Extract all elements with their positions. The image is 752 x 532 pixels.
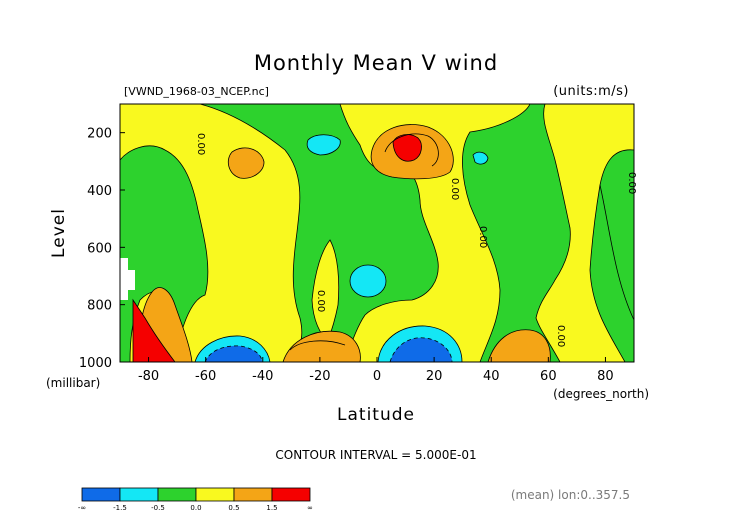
y-tick-label: 400 xyxy=(87,184,112,199)
x-tick-label: -20 xyxy=(309,369,330,384)
colorbar-swatch xyxy=(81,487,121,502)
zero-label: 0.00 xyxy=(555,325,566,347)
field-cyan-mid xyxy=(349,264,387,298)
colorbar-label: 0.0 xyxy=(190,504,201,512)
x-tick-label: 40 xyxy=(483,369,500,384)
contour-line xyxy=(289,340,346,351)
dataset-label: [VWND_1968-03_NCEP.nc] xyxy=(124,85,269,98)
contour-interval-label: CONTOUR INTERVAL = 5.000E-01 xyxy=(275,448,476,462)
field-orange-south-cell xyxy=(227,147,265,179)
colorbar-swatch xyxy=(233,487,273,502)
colorbar-label: -0.5 xyxy=(151,504,165,512)
zero-contour-labels: 0.00 0.00 0.00 0.00 0.00 0.00 xyxy=(195,133,637,347)
contour-field xyxy=(120,104,634,362)
y-tick-label: 200 xyxy=(87,127,112,142)
colorbar-swatch xyxy=(157,487,197,502)
zero-label: 0.00 xyxy=(315,290,326,312)
colorbar-label: -∞ xyxy=(78,504,86,512)
field-orange-surface-south xyxy=(282,330,361,362)
field-blue-surface-north xyxy=(389,337,453,362)
units-label: (units:m/s) xyxy=(553,84,629,99)
colorbar-label: -1.5 xyxy=(113,504,127,512)
x-tick-label: 20 xyxy=(426,369,443,384)
zero-label: 0.00 xyxy=(626,172,637,194)
y-tick-label: 600 xyxy=(87,241,112,256)
zero-label: 0.00 xyxy=(195,133,206,155)
field-missing-data xyxy=(120,258,135,300)
y-axis: 200 400 600 800 1000 xyxy=(79,127,125,371)
footer-label: (mean) lon:0..357.5 xyxy=(511,488,630,502)
field-orange-surface-north xyxy=(487,329,551,362)
y-axis-label: Level xyxy=(49,208,69,258)
zero-label: 0.00 xyxy=(477,226,488,248)
colorbar-label: 1.5 xyxy=(266,504,277,512)
x-tick-label: -80 xyxy=(138,369,159,384)
field-yellow-northern xyxy=(535,104,634,362)
chart-title: Monthly Mean V wind xyxy=(254,51,498,75)
y-axis-units: (millibar) xyxy=(46,376,100,390)
colorbar-swatch xyxy=(195,487,235,502)
field-blue-surface-south xyxy=(204,345,263,362)
field-cyan-small xyxy=(472,151,489,165)
x-tick-label: 60 xyxy=(540,369,557,384)
colorbar-swatch xyxy=(119,487,159,502)
contour-line xyxy=(384,133,439,167)
colorbar-label: 0.5 xyxy=(228,504,239,512)
x-axis-units: (degrees_north) xyxy=(553,387,649,401)
x-tick-label: 80 xyxy=(597,369,614,384)
colorbar-swatch xyxy=(271,487,311,502)
x-tick-label: -40 xyxy=(252,369,273,384)
contour-line xyxy=(599,184,634,321)
x-tick-label: 0 xyxy=(373,369,381,384)
zero-label: 0.00 xyxy=(449,178,460,200)
colorbar: -∞ -1.5 -0.5 0.0 0.5 1.5 ∞ xyxy=(78,487,313,512)
colorbar-label: ∞ xyxy=(307,504,313,512)
x-axis: -80 -60 -40 -20 0 20 40 60 80 xyxy=(138,357,614,384)
field-red-polar xyxy=(132,298,176,362)
y-tick-label: 800 xyxy=(87,299,112,314)
y-tick-label: 1000 xyxy=(79,356,112,371)
field-red-jet-core xyxy=(392,134,422,162)
field-cyan-upper xyxy=(306,134,341,156)
x-tick-label: -60 xyxy=(195,369,216,384)
x-axis-label: Latitude xyxy=(337,405,415,425)
